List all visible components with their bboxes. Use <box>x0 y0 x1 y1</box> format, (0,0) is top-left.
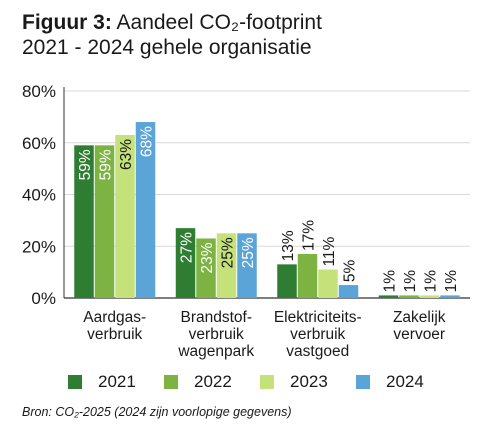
data-label: 25% <box>220 237 237 268</box>
y-tick-label: 80% <box>22 82 56 101</box>
data-label: 1% <box>443 270 460 293</box>
x-tick-label: verbruik <box>189 326 244 343</box>
x-tick-label: wagenpark <box>177 343 254 360</box>
legend-label: 2021 <box>98 372 136 391</box>
bar-2024 <box>237 233 257 298</box>
data-label: 23% <box>199 242 216 273</box>
y-tick-label: 20% <box>22 237 56 256</box>
data-label: 59% <box>77 149 94 180</box>
legend-label: 2024 <box>386 372 424 391</box>
bar-2023 <box>318 269 338 298</box>
title-prefix: Figuur 3: <box>22 11 112 34</box>
x-tick-label: Brandstof- <box>180 309 252 326</box>
legend-item-2023: 2023 <box>260 372 356 392</box>
legend-swatch <box>260 375 274 389</box>
x-tick-label: vervoer <box>393 326 445 343</box>
data-label: 1% <box>423 270 440 293</box>
legend-swatch <box>68 375 82 389</box>
bar-2023 <box>419 295 440 298</box>
x-tick-label: vastgoed <box>286 343 349 360</box>
data-label: 25% <box>240 237 257 268</box>
chart-title: Figuur 3: Aandeel CO₂-footprint 2021 - 2… <box>22 10 322 60</box>
title-line1: Aandeel CO₂-footprint <box>116 11 322 34</box>
data-label: 5% <box>342 259 359 282</box>
bar-2021 <box>378 295 399 298</box>
x-tick-label: verbruik <box>290 326 345 343</box>
legend-swatch <box>164 375 178 389</box>
bar-2023 <box>115 134 135 298</box>
x-tick-label: Zakelijk <box>393 309 446 326</box>
bar-2024 <box>135 122 156 298</box>
bar-2021 <box>74 145 94 298</box>
data-label: 13% <box>280 230 297 261</box>
data-label: 1% <box>402 270 419 293</box>
x-tick-label: Aardgas- <box>83 309 146 326</box>
bar-2024 <box>338 285 359 298</box>
y-tick-label: 0% <box>31 289 56 308</box>
bar-2022 <box>297 254 318 298</box>
bar-2024 <box>440 295 460 298</box>
data-label: 27% <box>179 232 196 263</box>
legend-label: 2023 <box>290 372 328 391</box>
x-tick-label: Elektriciteits- <box>274 309 362 326</box>
bar-2022 <box>94 145 115 298</box>
data-label: 63% <box>118 139 135 170</box>
legend-label: 2022 <box>194 372 232 391</box>
legend: 2021 2022 2023 2024 <box>68 372 452 392</box>
x-tick-label: verbruik <box>87 326 142 343</box>
legend-item-2022: 2022 <box>164 372 260 392</box>
data-label: 17% <box>301 220 318 251</box>
y-tick-label: 60% <box>22 134 56 153</box>
legend-item-2024: 2024 <box>356 372 452 392</box>
bar-2022 <box>399 295 419 298</box>
bar-2023 <box>216 233 237 298</box>
legend-item-2021: 2021 <box>68 372 164 392</box>
bar-2021 <box>277 264 297 298</box>
title-line2: 2021 - 2024 gehele organisatie <box>22 36 312 59</box>
data-label: 59% <box>98 149 115 180</box>
data-label: 1% <box>382 270 399 293</box>
data-label: 11% <box>321 236 338 266</box>
bar-2021 <box>175 228 196 298</box>
data-label: 68% <box>139 126 156 157</box>
y-tick-label: 40% <box>22 186 56 205</box>
source-note: Bron: CO₂-2025 (2024 zijn voorlopige geg… <box>22 405 292 419</box>
legend-swatch <box>356 375 370 389</box>
bar-2022 <box>196 238 216 298</box>
